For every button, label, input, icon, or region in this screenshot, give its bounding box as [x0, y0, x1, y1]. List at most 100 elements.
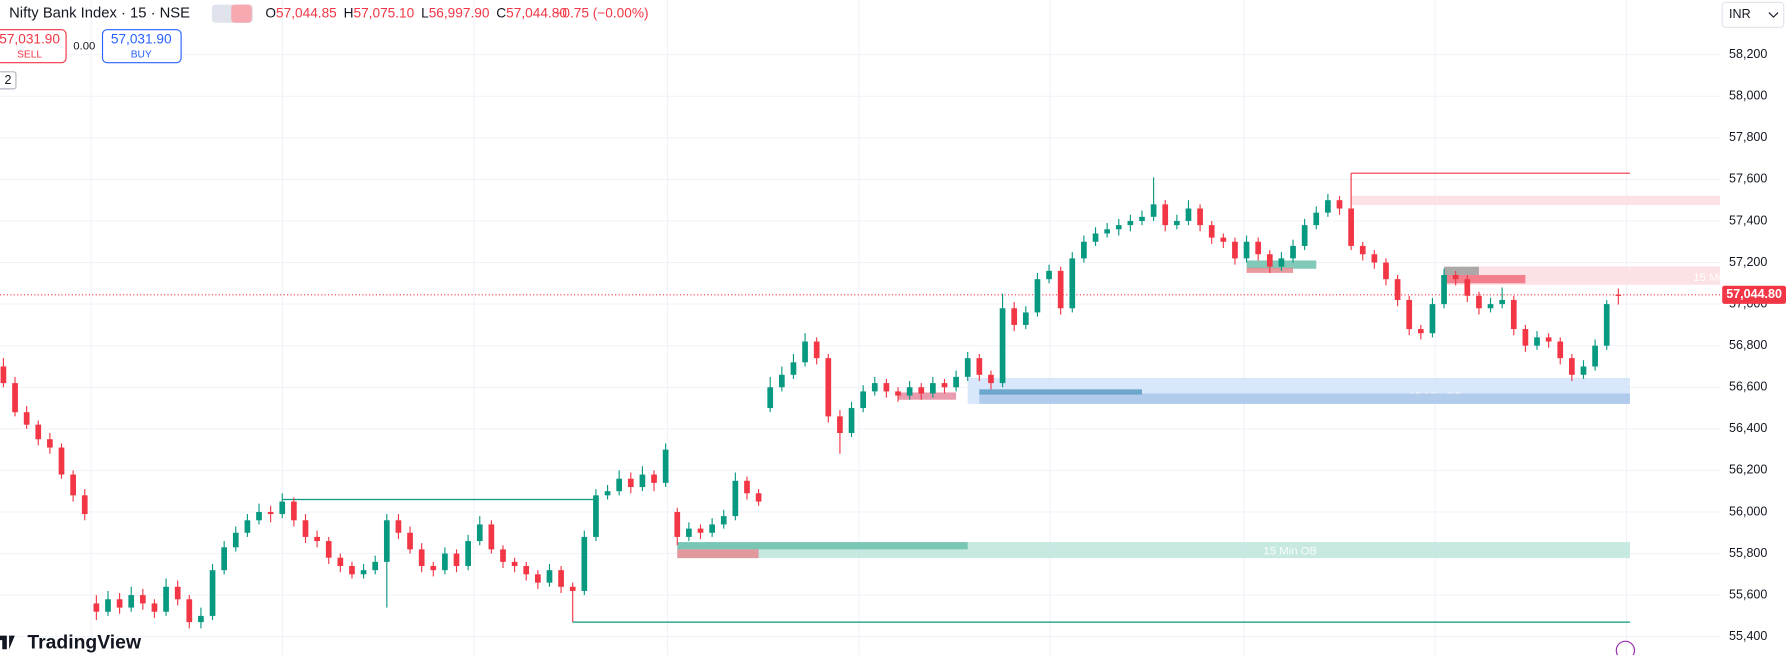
order-block	[898, 392, 957, 400]
candle-body	[244, 520, 251, 533]
sell-label[interactable]: SELL	[17, 49, 42, 60]
candle-body	[639, 474, 646, 488]
indicator-count[interactable]: 2	[4, 73, 11, 87]
ohlc-value: 57,044.85	[276, 5, 337, 20]
indicator-toggle[interactable]	[0, 71, 17, 90]
candle-body	[1115, 225, 1122, 230]
zone-label: 15 Min OB	[1263, 545, 1317, 557]
y-tick-label: 56,400	[1729, 421, 1767, 435]
currency[interactable]: INR	[1729, 7, 1751, 21]
candle-body	[1569, 358, 1575, 375]
candle-body	[593, 495, 599, 537]
candle-body	[523, 566, 530, 575]
candle-body	[1173, 220, 1180, 226]
ohlc-key: H	[344, 5, 354, 20]
candle-body	[1069, 258, 1076, 309]
candle-body	[790, 362, 797, 375]
candle-body	[662, 449, 669, 483]
buy-label[interactable]: BUY	[131, 49, 152, 60]
ohlc-key: L	[421, 5, 429, 20]
sell-button[interactable]	[0, 29, 67, 64]
candle-body	[1092, 233, 1099, 242]
sell-price[interactable]: 57,031.90	[0, 32, 60, 47]
candle-body	[941, 383, 948, 388]
buy-price[interactable]: 57,031.90	[111, 32, 172, 47]
candle-body	[407, 532, 413, 550]
order-block	[979, 393, 1630, 404]
order-block	[1351, 195, 1723, 205]
y-tick-label: 56,000	[1729, 504, 1767, 518]
candle-body	[1081, 241, 1087, 259]
candle-body	[988, 374, 994, 384]
axis-bg	[1719, 0, 1786, 655]
candle-body	[906, 387, 913, 396]
candle-body	[1278, 258, 1285, 267]
y-tick-label: 56,800	[1729, 338, 1767, 352]
candle-body	[337, 557, 344, 567]
candle-body	[1452, 275, 1459, 280]
candle-body	[1313, 212, 1320, 226]
alert-icon[interactable]	[1615, 640, 1636, 655]
candle-body	[198, 615, 204, 623]
candle-body	[1534, 337, 1540, 346]
order-block	[1444, 266, 1479, 276]
y-tick-label: 55,400	[1729, 629, 1767, 643]
y-tick-label: 57,800	[1729, 130, 1767, 144]
candle-body	[709, 524, 715, 533]
price-tag	[1722, 285, 1786, 304]
candle-body	[1615, 294, 1622, 296]
candle-body	[825, 358, 832, 417]
y-tick-label: 56,200	[1729, 463, 1767, 477]
logo-mark	[0, 635, 15, 650]
candle-body	[1487, 304, 1494, 309]
candle-body	[1232, 241, 1238, 259]
candle-body	[813, 341, 820, 359]
candle-body	[686, 528, 692, 537]
candle-body	[1545, 337, 1552, 342]
chevron[interactable]	[1768, 12, 1779, 18]
candle-body	[1139, 216, 1145, 221]
candle-body	[105, 599, 111, 612]
candle-body	[1301, 225, 1308, 246]
candle-body	[581, 536, 588, 591]
candle-body	[186, 599, 193, 623]
candle-body	[1022, 312, 1029, 325]
candle-body	[616, 478, 623, 492]
y-tick-label: 58,000	[1729, 89, 1767, 103]
y-tick-label: 58,200	[1729, 47, 1767, 61]
candle-body	[535, 574, 541, 583]
candle-body	[1557, 341, 1564, 359]
ohlc-value: 57,075.10	[353, 5, 414, 20]
price-axis: 55,400 55,600 55,800 56,000 56,200 56,400 56,6…	[1719, 0, 1786, 655]
ohlc-value: 56,997.90	[429, 5, 490, 20]
candle-body	[976, 358, 983, 375]
candle-body	[302, 520, 309, 537]
candle-body	[1150, 204, 1157, 217]
candle-body	[151, 603, 158, 612]
candle-body	[1510, 299, 1517, 330]
candle-body	[360, 570, 367, 575]
candle-body	[1325, 200, 1331, 213]
candle-body	[1441, 275, 1447, 305]
candle-body	[1603, 304, 1610, 346]
candle-body	[35, 424, 42, 440]
currency-select[interactable]	[1721, 1, 1785, 28]
candle-body	[1336, 200, 1343, 209]
candle-body	[930, 383, 936, 394]
buy-button[interactable]	[101, 29, 182, 64]
candle-body	[999, 308, 1006, 384]
candle-body	[1266, 254, 1273, 267]
candle-body	[488, 524, 495, 550]
candle-body	[848, 408, 855, 433]
candle-body	[314, 536, 320, 542]
order-block	[1444, 275, 1526, 284]
candle-body	[0, 366, 7, 384]
y-tick-label: 55,600	[1729, 587, 1767, 601]
toggle-on[interactable]	[231, 4, 252, 23]
candle-body	[953, 376, 959, 388]
candle-body	[1104, 229, 1110, 234]
candle-body	[883, 383, 890, 392]
candle-body	[12, 383, 18, 413]
order-block	[677, 542, 968, 550]
